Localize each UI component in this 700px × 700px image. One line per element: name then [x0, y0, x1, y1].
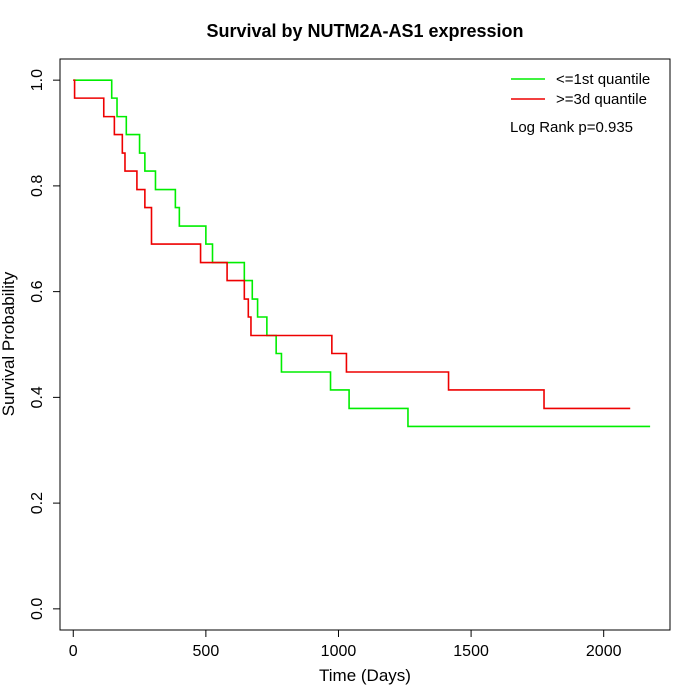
- y-tick-label: 0.0: [29, 598, 46, 620]
- x-axis: 0 500 1000 1500 2000: [69, 629, 622, 660]
- y-tick-label: 0.4: [29, 386, 46, 408]
- y-tick-label: 0.8: [29, 175, 46, 197]
- legend-label-high-quantile: >=3d quantile: [556, 91, 647, 108]
- x-axis-label: Time (Days): [319, 666, 411, 685]
- legend-label-low-quantile: <=1st quantile: [556, 71, 650, 88]
- survival-curve-low-quantile: [73, 79, 651, 428]
- x-tick-label: 0: [69, 643, 78, 660]
- chart-title: Survival by NUTM2A-AS1 expression: [206, 21, 523, 41]
- x-tick-label: 1500: [453, 643, 489, 660]
- x-tick-label: 1000: [321, 643, 357, 660]
- y-tick-label: 1.0: [29, 69, 46, 91]
- legend: <=1st quantile >=3d quantile: [511, 71, 650, 108]
- plot-frame: [59, 58, 671, 631]
- y-axis: 0.0 0.2 0.4 0.6 0.8 1.0: [29, 69, 61, 620]
- log-rank-annotation: Log Rank p=0.935: [510, 119, 633, 136]
- y-tick-label: 0.6: [29, 280, 46, 302]
- y-tick-label: 0.2: [29, 492, 46, 514]
- x-tick-label: 500: [193, 643, 220, 660]
- x-tick-label: 2000: [586, 643, 622, 660]
- y-axis-label: Survival Probability: [0, 271, 18, 416]
- survival-curve-high-quantile: [73, 79, 631, 410]
- series-layer: [73, 79, 651, 428]
